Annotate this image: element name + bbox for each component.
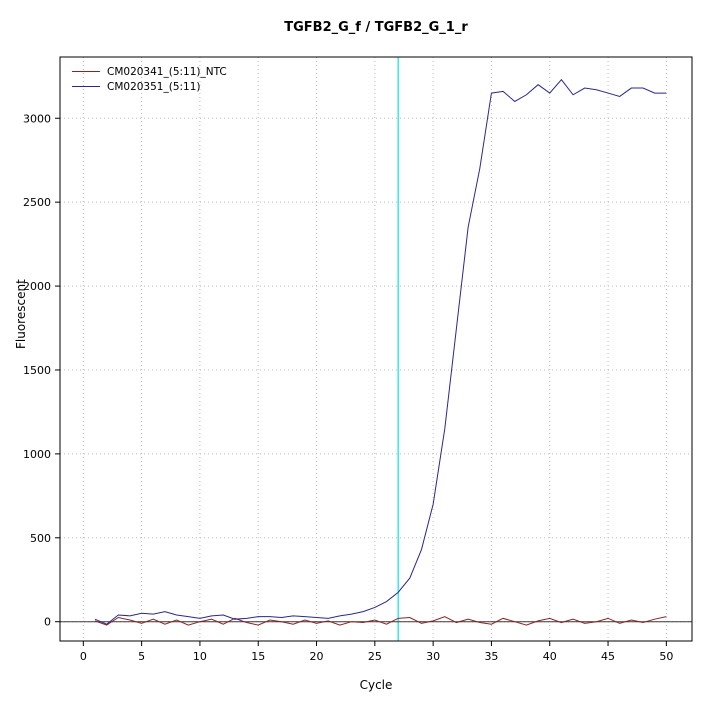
y-tick-label: 2500	[23, 196, 51, 209]
legend-line-sample	[72, 86, 100, 87]
x-tick-label: 20	[310, 650, 324, 663]
x-tick-label: 45	[601, 650, 615, 663]
legend-item-sample: CM020351_(5:11)	[72, 79, 227, 94]
y-tick-label: 500	[30, 532, 51, 545]
series-line-1	[94, 78, 667, 625]
chart-title: TGFB2_G_f / TGFB2_G_1_r	[284, 20, 468, 35]
y-tick-label: 1000	[23, 448, 51, 461]
y-tick-label: 1500	[23, 364, 51, 377]
x-tick-label: 40	[543, 650, 557, 663]
x-tick-label: 5	[138, 650, 145, 663]
legend-label-ntc: CM020341_(5:11)_NTC	[107, 65, 227, 78]
x-tick-label: 10	[193, 650, 207, 663]
x-tick-label: 50	[659, 650, 673, 663]
x-tick-label: 25	[368, 650, 382, 663]
legend-label-sample: CM020351_(5:11)	[107, 80, 201, 93]
legend-item-ntc: CM020341_(5:11)_NTC	[72, 64, 227, 79]
legend: CM020341_(5:11)_NTC CM020351_(5:11)	[72, 64, 227, 94]
x-tick-label: 35	[484, 650, 498, 663]
series-line-0	[94, 616, 667, 626]
y-tick-label: 2000	[23, 280, 51, 293]
x-tick-label: 15	[251, 650, 265, 663]
x-tick-label: 0	[80, 650, 87, 663]
x-axis-label: Cycle	[359, 678, 393, 692]
y-tick-label: 3000	[23, 112, 51, 125]
y-tick-label: 0	[44, 616, 51, 629]
plot-border	[59, 56, 693, 642]
x-tick-label: 30	[426, 650, 440, 663]
legend-line-ntc	[72, 71, 100, 72]
